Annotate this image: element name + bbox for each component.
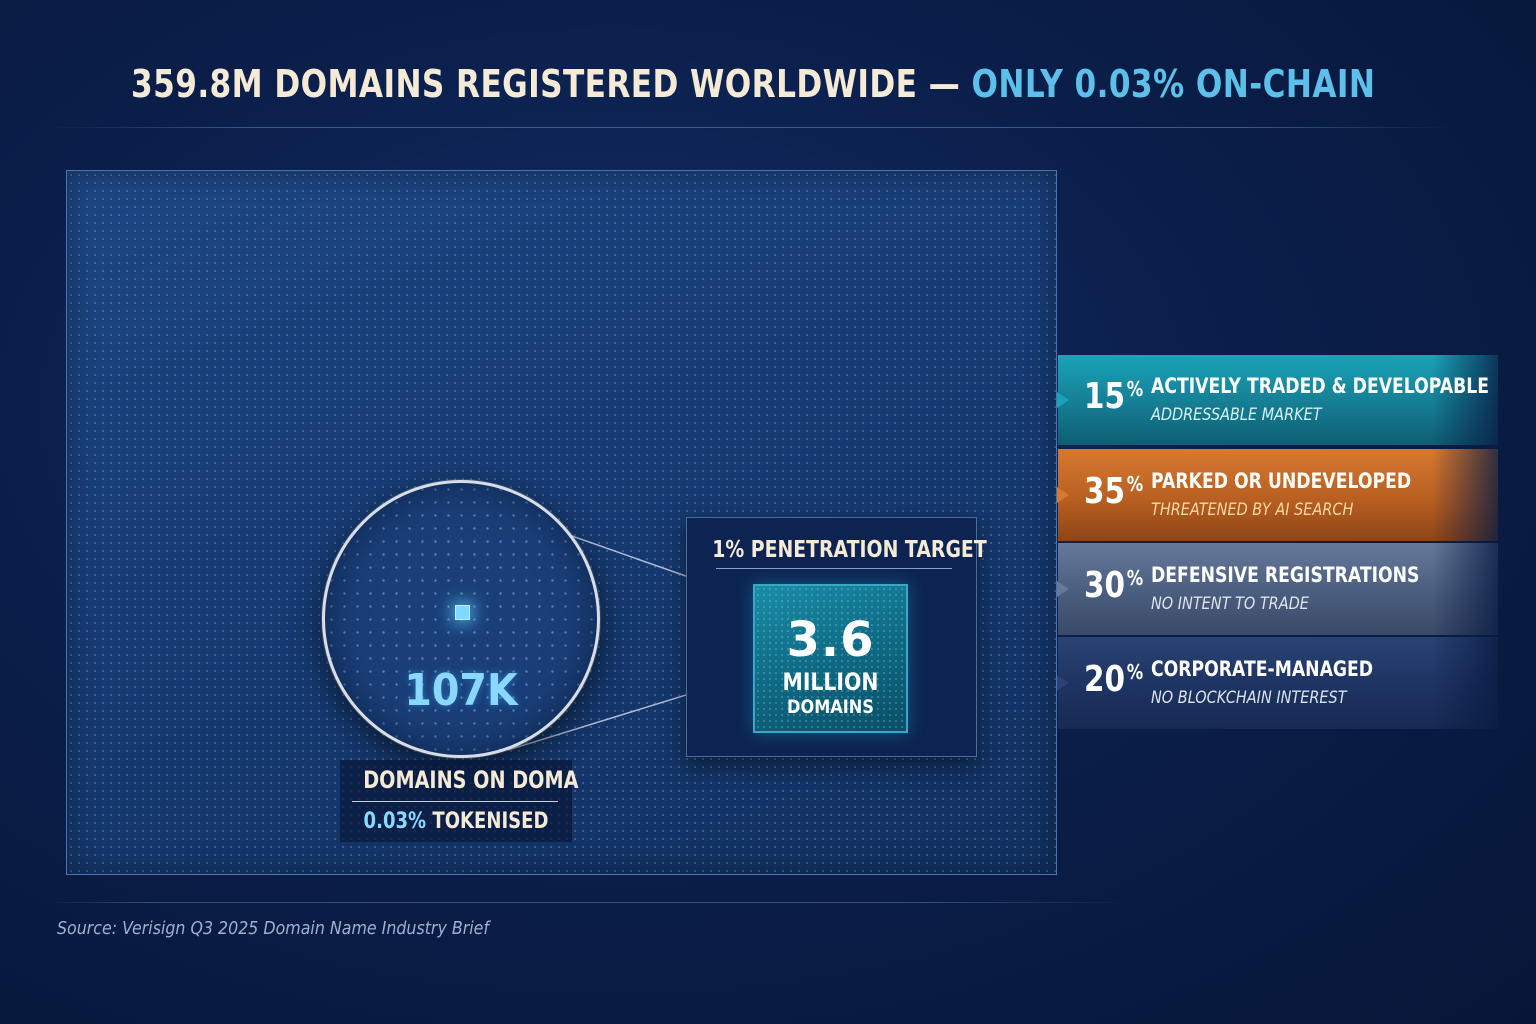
target-unit-domains: DOMAINS (787, 696, 874, 718)
segment-arrow-icon (1057, 675, 1069, 691)
segment-percent-sign: % (1126, 660, 1144, 684)
tokenised-line: 0.03% TOKENISED (361, 809, 551, 834)
segment-percent: 15% (1084, 376, 1143, 417)
on-chain-label: DOMAINS ON DOMA (363, 766, 579, 794)
on-chain-label-divider (352, 801, 558, 802)
segment-bar (1058, 355, 1498, 445)
segment-percent-sign: % (1126, 377, 1144, 401)
segment-1: 15% ACTIVELY TRADED & DEVELOPABLE ADDRESSA… (1057, 355, 1498, 445)
tokenised-pct: 0.03% (363, 809, 427, 834)
target-unit: MILLION (782, 668, 879, 696)
segment-bar (1058, 449, 1498, 541)
segment-bar (1058, 543, 1498, 635)
title-main: 359.8M DOMAINS REGISTERED WORLDWIDE — (131, 62, 961, 106)
footer-divider (48, 902, 1128, 903)
segment-percent: 35% (1084, 471, 1143, 512)
segment-subtitle: ADDRESSABLE MARKET (1151, 405, 1322, 425)
segment-percent: 20% (1084, 659, 1143, 700)
title-accent: ONLY 0.03% ON-CHAIN (971, 62, 1376, 106)
penetration-target-divider (716, 568, 952, 569)
segment-percent-sign: % (1126, 472, 1144, 496)
segment-label: ACTIVELY TRADED & DEVELOPABLE (1151, 374, 1490, 398)
segment-percent-value: 20 (1084, 659, 1126, 700)
penetration-target-title: 1% PENETRATION TARGET (712, 537, 987, 563)
target-value: 3.6 (786, 612, 875, 668)
segment-3: 30% DEFENSIVE REGISTRATIONS NO INTENT TO T… (1057, 543, 1498, 635)
segment-percent-value: 35 (1084, 471, 1126, 512)
source-note: Source: Verisign Q3 2025 Domain Name Ind… (57, 918, 489, 939)
segment-percent-sign: % (1126, 566, 1144, 590)
tokenised-text: TOKENISED (432, 809, 549, 834)
title-divider (48, 127, 1452, 128)
segment-4: 20% CORPORATE-MANAGED NO BLOCKCHAIN INTERE… (1057, 637, 1498, 729)
segment-percent-value: 30 (1084, 565, 1126, 606)
segment-subtitle: NO INTENT TO TRADE (1151, 594, 1309, 614)
segment-arrow-icon (1057, 487, 1069, 503)
segment-label: DEFENSIVE REGISTRATIONS (1151, 563, 1420, 587)
segment-subtitle: THREATENED BY AI SEARCH (1151, 500, 1354, 520)
page-title: 359.8M DOMAINS REGISTERED WORLDWIDE — ON… (131, 62, 1375, 106)
segment-subtitle: NO BLOCKCHAIN INTEREST (1151, 688, 1347, 708)
segment-2: 35% PARKED OR UNDEVELOPED THREATENED BY AI… (1057, 449, 1498, 541)
segment-arrow-icon (1057, 581, 1069, 597)
segment-label: CORPORATE-MANAGED (1151, 657, 1374, 681)
segment-percent-value: 15 (1084, 376, 1126, 417)
segment-percent: 30% (1084, 565, 1143, 606)
segment-label: PARKED OR UNDEVELOPED (1151, 469, 1412, 493)
domain-segments: 15% ACTIVELY TRADED & DEVELOPABLE ADDRESSA… (1057, 355, 1536, 729)
on-chain-dot (455, 605, 470, 620)
target-square (753, 584, 908, 733)
segment-arrow-icon (1057, 392, 1069, 408)
on-chain-count: 107K (404, 665, 518, 716)
segment-bar (1058, 637, 1498, 729)
